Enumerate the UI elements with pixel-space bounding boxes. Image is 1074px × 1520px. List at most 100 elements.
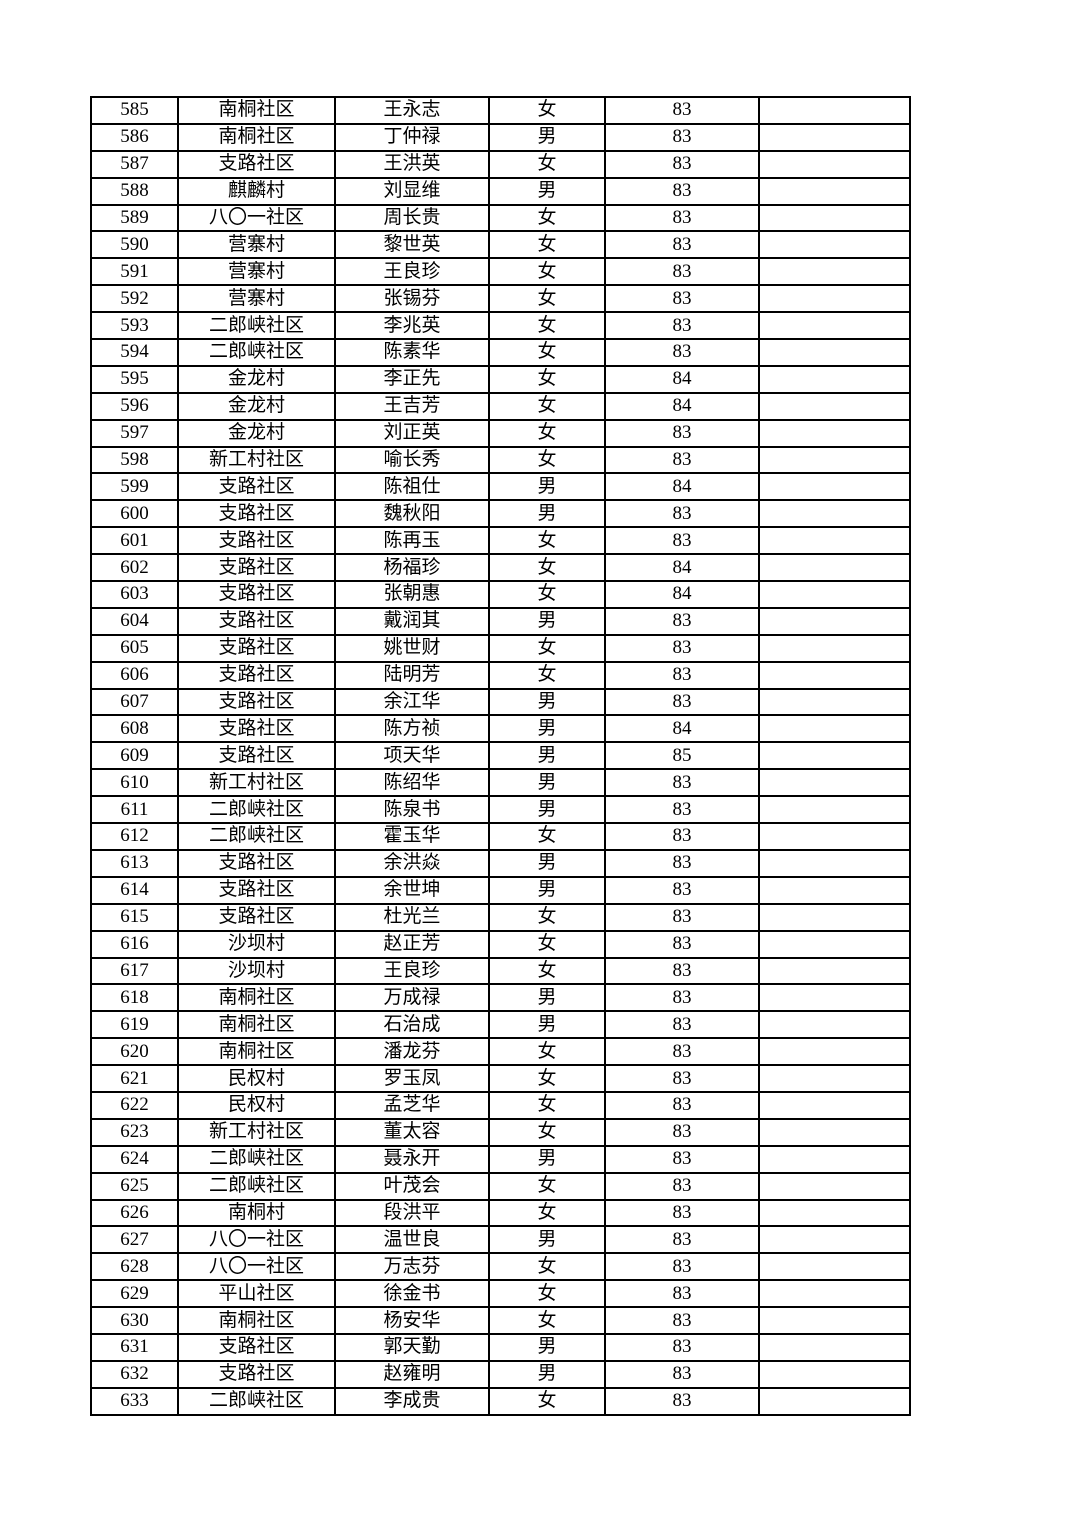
name-cell: 李成贵 — [334, 1386, 490, 1416]
remark-cell — [758, 122, 911, 152]
name-cell: 杜光兰 — [334, 902, 490, 932]
remark-cell — [758, 1010, 911, 1040]
community-cell: 金龙村 — [177, 364, 336, 394]
community-cell: 支路社区 — [177, 1332, 336, 1362]
index-cell: 593 — [90, 311, 179, 341]
gender-cell: 男 — [488, 1225, 606, 1255]
table-row: 615 支路社区 杜光兰女 83 — [90, 902, 911, 932]
age-cell: 83 — [604, 606, 760, 636]
name-cell: 刘正英 — [334, 418, 490, 448]
gender-cell: 男 — [488, 795, 606, 825]
remark-cell — [758, 1090, 911, 1120]
gender-cell: 女 — [488, 1306, 606, 1335]
table-row: 628 八〇一社区 万志芬女 83 — [90, 1252, 911, 1282]
age-cell: 84 — [604, 580, 760, 609]
gender-cell: 男 — [488, 714, 606, 744]
table-row: 593 二郎峡社区 李兆英女 83 — [90, 311, 911, 341]
remark-cell — [758, 902, 911, 932]
remark-cell — [758, 230, 911, 260]
index-cell: 600 — [90, 499, 179, 529]
remark-cell — [758, 606, 911, 636]
remark-cell — [758, 96, 911, 125]
index-cell: 604 — [90, 606, 179, 636]
index-cell: 592 — [90, 284, 179, 314]
gender-cell: 男 — [488, 983, 606, 1013]
community-cell: 二郎峡社区 — [177, 338, 336, 367]
table-row: 595 金龙村 李正先女 84 — [90, 364, 911, 394]
community-cell: 支路社区 — [177, 875, 336, 905]
name-cell: 聂永开 — [334, 1144, 490, 1174]
index-cell: 622 — [90, 1090, 179, 1120]
index-cell: 603 — [90, 580, 179, 609]
remark-cell — [758, 526, 911, 556]
remark-cell — [758, 580, 911, 609]
remark-cell — [758, 1225, 911, 1255]
remark-cell — [758, 660, 911, 690]
community-cell: 营寨村 — [177, 284, 336, 314]
age-cell: 83 — [604, 1279, 760, 1309]
table-row: 585 南桐社区 王永志女 83 — [90, 96, 911, 125]
index-cell: 609 — [90, 741, 179, 771]
name-cell: 张锡芬 — [334, 284, 490, 314]
name-cell: 罗玉凤 — [334, 1064, 490, 1093]
remark-cell — [758, 1171, 911, 1201]
gender-cell: 男 — [488, 176, 606, 206]
remark-cell — [758, 768, 911, 798]
index-cell: 589 — [90, 203, 179, 233]
table-row: 618 南桐社区 万成禄男 83 — [90, 983, 911, 1013]
index-cell: 606 — [90, 660, 179, 690]
index-cell: 631 — [90, 1332, 179, 1362]
community-cell: 二郎峡社区 — [177, 311, 336, 341]
age-cell: 83 — [604, 1359, 760, 1389]
age-cell: 84 — [604, 553, 760, 583]
table-row: 594 二郎峡社区 陈素华女 83 — [90, 338, 911, 367]
gender-cell: 女 — [488, 1279, 606, 1309]
gender-cell: 男 — [488, 1010, 606, 1040]
gender-cell: 女 — [488, 1198, 606, 1228]
age-cell: 83 — [604, 149, 760, 179]
table-row: 603 支路社区 张朝惠女 84 — [90, 580, 911, 609]
table-row: 616 沙坝村 赵正芳女 83 — [90, 929, 911, 959]
remark-cell — [758, 1359, 911, 1389]
index-cell: 611 — [90, 795, 179, 825]
table-row: 627 八〇一社区 温世良男 83 — [90, 1225, 911, 1255]
index-cell: 629 — [90, 1279, 179, 1309]
table-row: 589 八〇一社区 周长贵女 83 — [90, 203, 911, 233]
gender-cell: 女 — [488, 257, 606, 287]
age-cell: 83 — [604, 902, 760, 932]
gender-cell: 女 — [488, 553, 606, 583]
name-cell: 王吉芳 — [334, 391, 490, 421]
name-cell: 潘龙芬 — [334, 1037, 490, 1067]
gender-cell: 女 — [488, 391, 606, 421]
age-cell: 83 — [604, 822, 760, 851]
gender-cell: 女 — [488, 580, 606, 609]
remark-cell — [758, 1064, 911, 1093]
table-row: 597 金龙村 刘正英女 83 — [90, 418, 911, 448]
name-cell: 余洪焱 — [334, 848, 490, 878]
gender-cell: 男 — [488, 606, 606, 636]
index-cell: 630 — [90, 1306, 179, 1335]
index-cell: 605 — [90, 633, 179, 663]
community-cell: 南桐社区 — [177, 1037, 336, 1067]
community-cell: 南桐社区 — [177, 122, 336, 152]
index-cell: 601 — [90, 526, 179, 556]
community-cell: 二郎峡社区 — [177, 1171, 336, 1201]
index-cell: 620 — [90, 1037, 179, 1067]
index-cell: 585 — [90, 96, 179, 125]
name-cell: 刘显维 — [334, 176, 490, 206]
age-cell: 83 — [604, 1010, 760, 1040]
table-row: 612 二郎峡社区 霍玉华女 83 — [90, 822, 911, 851]
table-row: 613 支路社区 余洪焱男 83 — [90, 848, 911, 878]
age-cell: 83 — [604, 929, 760, 959]
table-row: 630 南桐社区 杨安华女 83 — [90, 1306, 911, 1335]
table-row: 632 支路社区 赵雍明男 83 — [90, 1359, 911, 1389]
remark-cell — [758, 875, 911, 905]
remark-cell — [758, 714, 911, 744]
name-cell: 喻长秀 — [334, 445, 490, 475]
age-cell: 83 — [604, 284, 760, 314]
age-cell: 83 — [604, 526, 760, 556]
name-cell: 魏秋阳 — [334, 499, 490, 529]
remark-cell — [758, 418, 911, 448]
gender-cell: 男 — [488, 741, 606, 771]
community-cell: 支路社区 — [177, 714, 336, 744]
